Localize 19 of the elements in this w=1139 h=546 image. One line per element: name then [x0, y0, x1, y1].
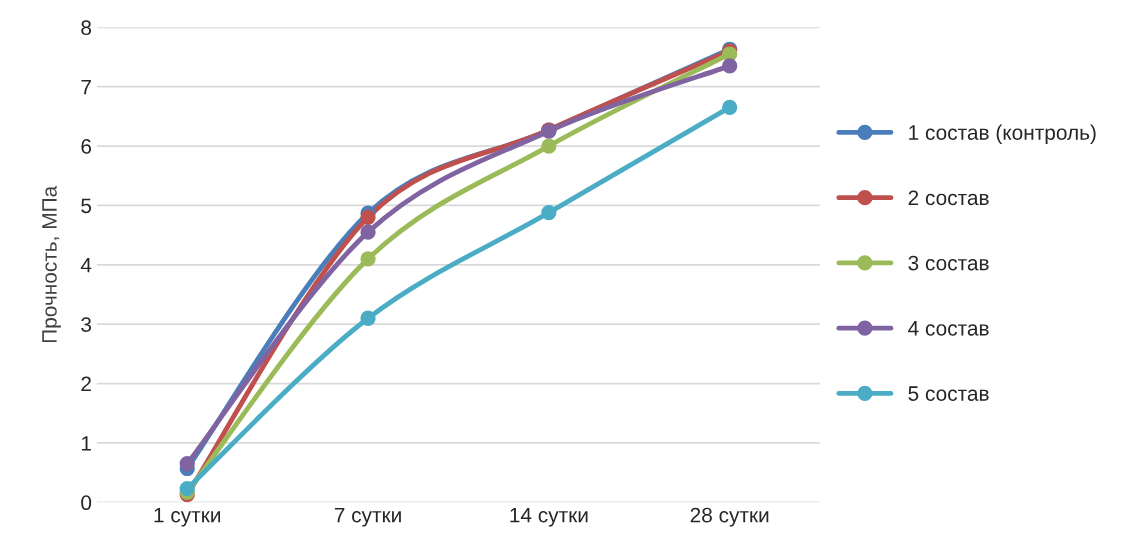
x-tick-label: 1 сутки [154, 507, 221, 527]
y-tick-label: 7 [81, 79, 91, 95]
y-tick-label: 5 [81, 198, 92, 214]
y-tick-label: 4 [80, 258, 92, 273]
y-tick-label: 2 [81, 376, 91, 392]
y-axis-title: Прочность, МПа [42, 185, 61, 343]
y-tick-label: 0 [81, 495, 92, 511]
legend-label: 2 состав [908, 190, 989, 206]
legend-label: 1 состав (контроль) [909, 124, 1096, 145]
y-tick-label: 1 [81, 436, 91, 451]
legend-label: 4 состав [908, 321, 989, 336]
legend-label: 5 состав [908, 386, 989, 401]
legend-label: 3 состав [908, 255, 989, 271]
x-tick-label: 28 сутки [690, 507, 769, 527]
x-tick-label: 7 сутки [334, 507, 401, 527]
y-tick-label: 8 [81, 20, 92, 36]
y-tick-label: 6 [81, 139, 92, 154]
y-tick-label: 3 [81, 317, 92, 332]
x-tick-label: 14 сутки [510, 507, 588, 527]
